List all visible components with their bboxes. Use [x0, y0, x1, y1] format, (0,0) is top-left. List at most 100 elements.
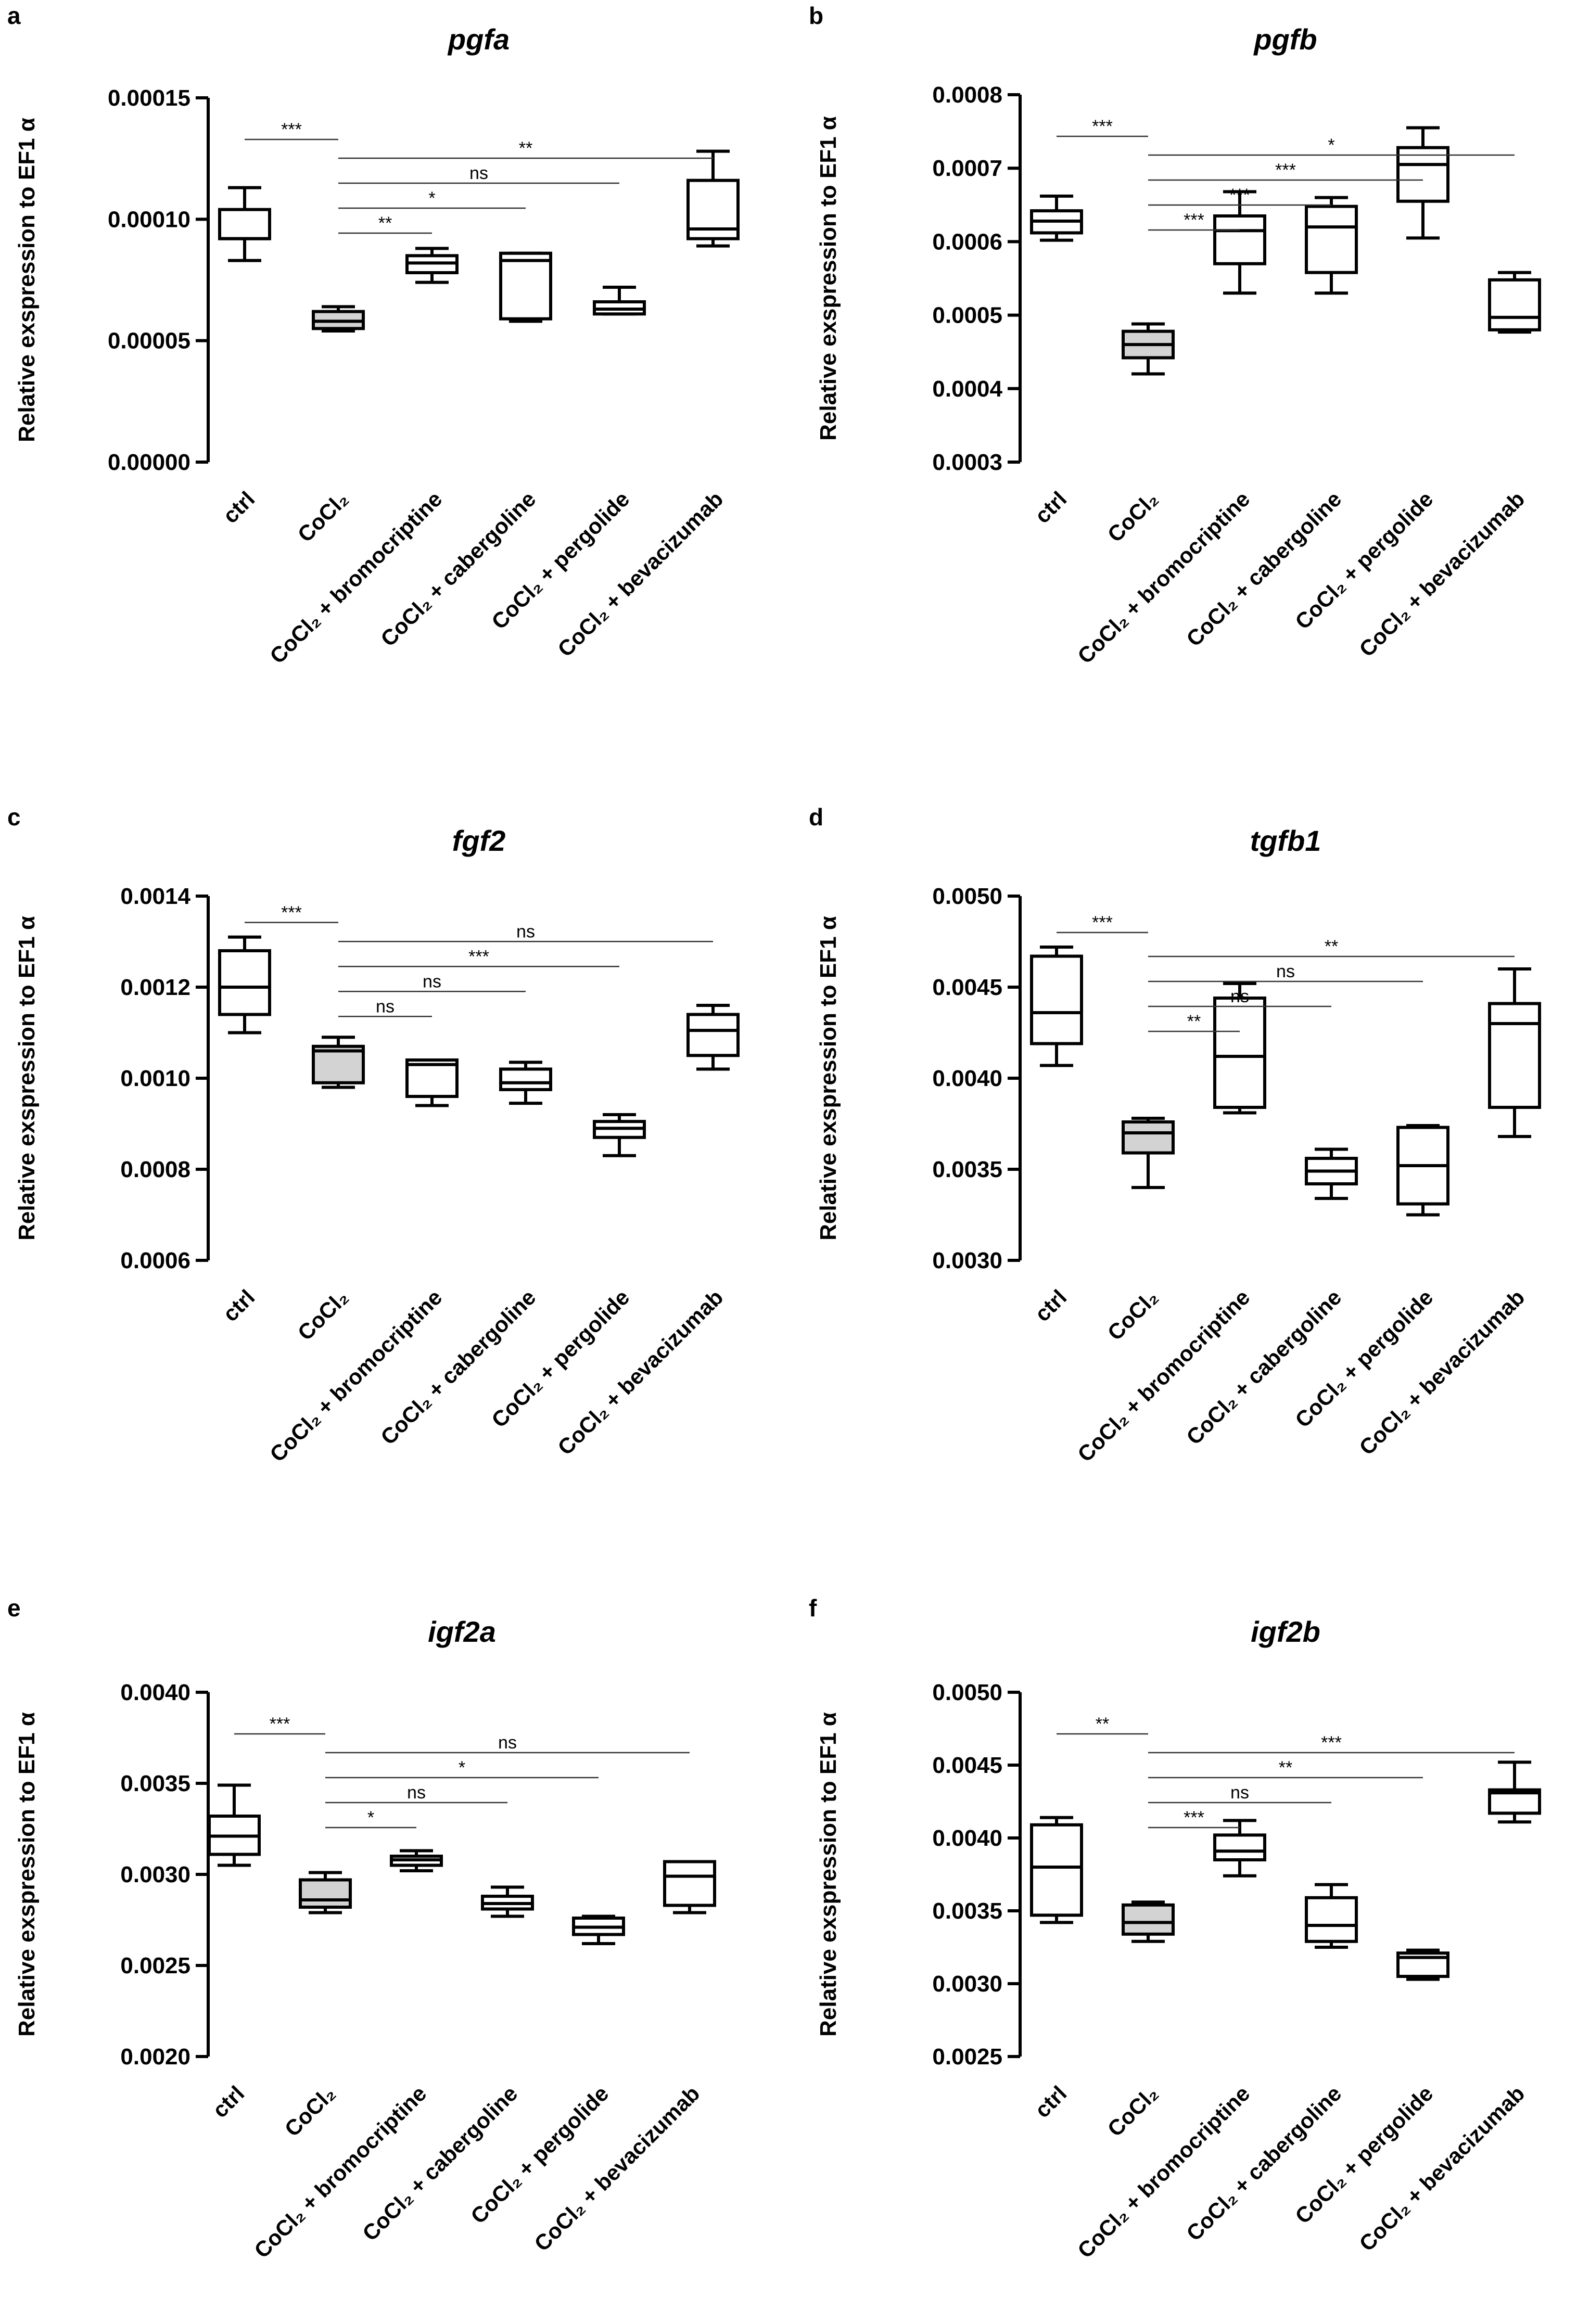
y-tick-label: 0.0045	[932, 975, 1002, 1000]
box-iqr	[218, 208, 271, 240]
x-tick-label: CoCl₂ + bevacizumab	[1354, 2081, 1529, 2256]
box-2	[390, 1849, 443, 1872]
box-5	[686, 149, 740, 248]
box-1	[1122, 1117, 1175, 1189]
y-tick-label: 0.0035	[932, 1898, 1002, 1924]
y-axis-label: Relative exspression to EF1 α	[14, 1712, 40, 2037]
y-tick-label: 0.0006	[932, 229, 1002, 254]
y-tick-label: 0.0050	[932, 1680, 1002, 1705]
panel-e: e igf2a Relative exspression to EF1 α 0.002…	[7, 1594, 716, 2263]
y-tick-label: 0.0040	[120, 1680, 190, 1705]
box-iqr	[1030, 954, 1083, 1045]
x-tick-label: CoCl₂	[1103, 1285, 1163, 1345]
box-0	[208, 1783, 261, 1867]
y-axis-label: Relative exspression to EF1 α	[816, 916, 841, 1241]
box-0	[1030, 1816, 1083, 1924]
x-tick-label: CoCl₂ + cabergoline	[358, 2081, 522, 2245]
box-3	[1305, 196, 1358, 295]
x-tick-label: CoCl₂	[293, 1285, 353, 1345]
box-iqr	[1122, 1120, 1175, 1155]
panel-f: f igf2b Relative exspression to EF1 α 0.002…	[809, 1594, 1541, 2263]
box-4	[593, 1113, 646, 1157]
x-tick-label: CoCl₂ + cabergoline	[1181, 2081, 1346, 2245]
box-0	[218, 935, 271, 1035]
x-tick-label: CoCl₂	[1103, 487, 1163, 547]
box-4	[1396, 1948, 1449, 1981]
x-tick-label: CoCl₂	[280, 2081, 340, 2141]
box-iqr	[1488, 278, 1541, 331]
box-3	[499, 1061, 552, 1105]
significance-label: ***	[1229, 185, 1250, 205]
x-tick-label: CoCl₂ + bromocriptine	[1073, 487, 1254, 668]
x-tick-label: CoCl₂ + bromocriptine	[265, 1285, 447, 1466]
y-tick-label: 0.0003	[932, 450, 1002, 475]
y-tick-label: 0.0004	[932, 376, 1002, 402]
significance-label: ***	[281, 903, 302, 923]
significance-label: ns	[376, 997, 395, 1016]
box-1	[299, 1871, 352, 1914]
significance-label: ns	[423, 972, 441, 991]
significance-label: ns	[516, 922, 535, 941]
significance-label: ***	[1092, 117, 1113, 136]
box-3	[499, 251, 552, 323]
chart-title: fgf2	[452, 824, 506, 857]
panel-letter: e	[7, 1594, 21, 1621]
box-iqr	[1030, 1823, 1083, 1917]
box-iqr	[218, 949, 271, 1016]
chart-title: igf2b	[1251, 1615, 1320, 1648]
significance-label: ***	[1275, 160, 1296, 180]
chart-title: pgfb	[1253, 23, 1317, 56]
significance-label: **	[1096, 1714, 1109, 1734]
y-tick-label: 0.0005	[932, 303, 1002, 328]
significance-label: ***	[468, 947, 489, 966]
box-1	[312, 305, 365, 333]
box-1	[312, 1036, 365, 1089]
y-tick-label: 0.0025	[932, 2044, 1002, 2070]
box-3	[481, 1885, 534, 1918]
box-iqr	[499, 1067, 552, 1091]
box-1	[1122, 322, 1175, 376]
x-tick-label: CoCl₂ + cabergoline	[1181, 487, 1346, 651]
y-axis-label: Relative exspression to EF1 α	[816, 1712, 841, 2037]
y-axis-label: Relative exspression to EF1 α	[14, 916, 40, 1241]
panel-a: a pgfa Relative exspression to EF1 α 0.0000…	[7, 2, 740, 668]
box-0	[1030, 946, 1083, 1067]
x-tick-label: CoCl₂ + bromocriptine	[1073, 1285, 1254, 1466]
x-tick-label: CoCl₂ + bevacizumab	[1354, 1285, 1529, 1460]
significance-label: ***	[270, 1714, 290, 1734]
y-tick-label: 0.00005	[108, 328, 190, 354]
x-tick-label: ctrl	[1030, 487, 1071, 528]
box-iqr	[1213, 214, 1266, 265]
significance-label: *	[1328, 135, 1334, 155]
x-tick-label: CoCl₂ + cabergoline	[376, 1285, 540, 1449]
x-tick-label: CoCl₂ + cabergoline	[376, 487, 540, 651]
significance-label: ns	[498, 1733, 517, 1753]
significance-label: **	[1187, 1012, 1201, 1031]
box-4	[1396, 126, 1449, 240]
x-tick-label: CoCl₂	[1103, 2081, 1163, 2141]
significance-label: ns	[1230, 987, 1249, 1006]
x-tick-label: ctrl	[1030, 1285, 1071, 1326]
y-tick-label: 0.0014	[120, 884, 190, 909]
box-2	[1213, 190, 1266, 295]
box-5	[663, 1860, 716, 1914]
chart-title: igf2a	[428, 1615, 496, 1648]
significance-label: ns	[469, 163, 488, 183]
y-tick-label: 0.0008	[120, 1157, 190, 1182]
y-tick-label: 0.0012	[120, 975, 190, 1000]
chart-title: tgfb1	[1250, 824, 1321, 857]
x-tick-label: ctrl	[1030, 2081, 1071, 2122]
box-2	[405, 247, 459, 284]
panel-letter: d	[809, 803, 823, 831]
box-5	[1488, 1760, 1541, 1824]
significance-label: **	[1325, 937, 1338, 956]
box-iqr	[1396, 146, 1449, 203]
box-4	[1396, 1124, 1449, 1217]
box-iqr	[1122, 1903, 1175, 1936]
box-3	[1305, 1883, 1358, 1949]
significance-label: ns	[1230, 1783, 1249, 1803]
x-tick-label: ctrl	[208, 2081, 249, 2122]
y-tick-label: 0.00000	[108, 450, 190, 475]
box-2	[1213, 1819, 1266, 1878]
